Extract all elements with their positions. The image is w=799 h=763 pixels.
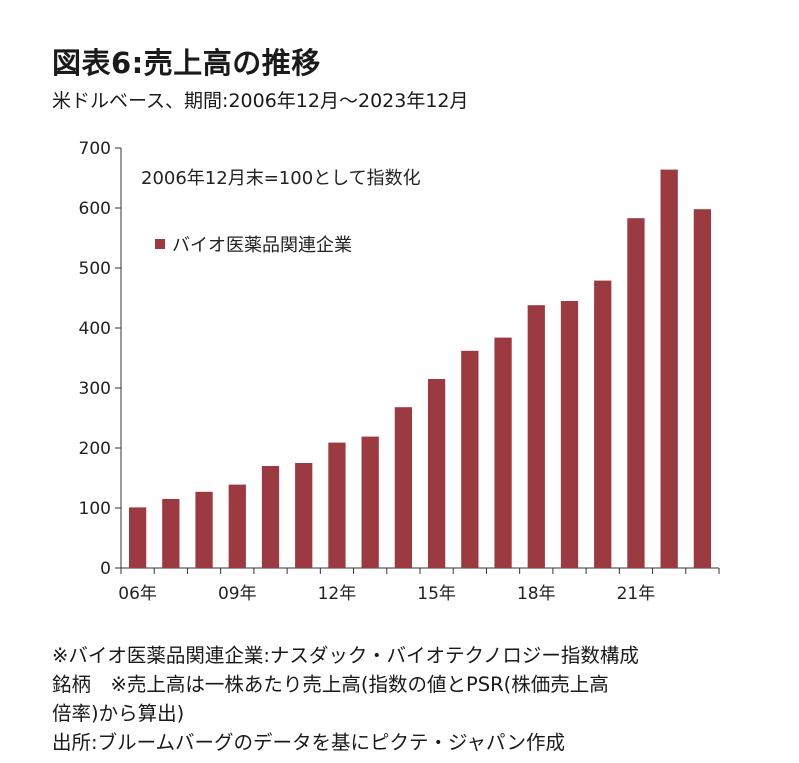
y-tick-label: 0	[100, 559, 111, 579]
chart-title: 図表6:売上高の推移	[52, 46, 321, 80]
bar-13年	[361, 436, 379, 568]
legend-swatch	[155, 239, 165, 249]
bar-14年	[394, 407, 413, 568]
x-tick-label: 06年	[118, 584, 157, 604]
bar-11年	[295, 463, 313, 568]
footnote-line-1: ※バイオ医薬品関連企業:ナスダック・バイオテクノロジー指数構成	[52, 644, 639, 667]
y-tick-label: 400	[79, 319, 111, 339]
x-tick-label: 21年	[617, 584, 656, 604]
bar-12年	[328, 442, 346, 568]
bar-09年	[228, 484, 246, 568]
y-tick-label: 500	[79, 259, 111, 279]
bar-21年	[627, 218, 645, 568]
index-base-annotation: 2006年12月末=100として指数化	[141, 168, 421, 189]
bar-23年	[693, 209, 712, 568]
y-tick-label: 600	[79, 199, 111, 219]
bar-16年	[461, 350, 479, 568]
bar-15年	[427, 379, 446, 568]
bar-22年	[660, 169, 678, 568]
x-tick-label: 18年	[517, 584, 556, 604]
footnote-line-3: 倍率)から算出)	[52, 702, 185, 725]
bar-10年	[261, 466, 280, 568]
chart-subtitle: 米ドルベース、期間:2006年12月～2023年12月	[52, 90, 469, 112]
legend-label: バイオ医薬品関連企業	[172, 235, 352, 256]
bar-07年	[162, 499, 180, 568]
x-tick-label: 12年	[318, 584, 357, 604]
bar-08年	[195, 491, 213, 568]
y-tick-label: 700	[79, 139, 111, 159]
y-tick-label: 100	[79, 499, 111, 519]
bar-20年	[594, 280, 612, 568]
source-note: 出所:ブルームバーグのデータを基にピクテ・ジャパン作成	[52, 731, 565, 754]
x-tick-label: 15年	[417, 584, 456, 604]
footnote-line-2: 銘柄 ※売上高は一株あたり売上高(指数の値とPSR(株価売上高	[52, 673, 609, 696]
bar-17年	[494, 337, 512, 568]
y-tick-label: 200	[79, 439, 111, 459]
bar-19年	[560, 301, 579, 568]
bar-06年	[128, 507, 147, 568]
bar-18年	[527, 305, 545, 568]
y-tick-label: 300	[79, 379, 111, 399]
x-tick-label: 09年	[218, 584, 257, 604]
